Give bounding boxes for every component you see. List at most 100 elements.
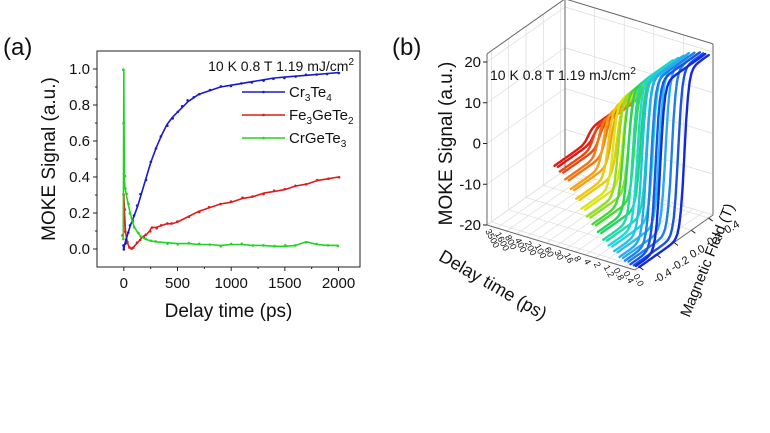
- floor-gridline: [506, 175, 585, 232]
- data-point-CrGeTe3: [121, 68, 125, 72]
- data-point-Fe3GeTe2: [241, 196, 244, 200]
- delay-tick-label: 1.2: [602, 263, 617, 279]
- delay-tick-label: 4: [582, 257, 593, 266]
- data-point-Cr3Te4: [272, 77, 275, 81]
- data-point-Cr3Te4: [262, 79, 265, 82]
- data-point-CrGeTe3: [149, 239, 153, 243]
- data-point-Cr3Te4: [315, 73, 318, 76]
- data-point-CrGeTe3: [166, 242, 169, 245]
- data-point-CrGeTe3: [273, 244, 276, 248]
- data-point-Cr3Te4: [250, 81, 254, 84]
- data-point-CrGeTe3: [144, 237, 147, 241]
- data-point-Fe3GeTe2: [251, 195, 254, 198]
- data-point-Cr3Te4: [139, 192, 142, 196]
- conditions-annotation: 10 K 0.8 T 1.19 mJ/cm2: [208, 57, 354, 74]
- y-tick-label: 0.6: [69, 133, 90, 150]
- data-point-Fe3GeTe2: [207, 205, 211, 209]
- data-point-Cr3Te4: [240, 82, 243, 85]
- y-tick-label: 0.0: [69, 241, 90, 258]
- loop-branch-down: [607, 56, 680, 247]
- y-tick-label: 0.8: [69, 97, 90, 114]
- data-point-Fe3GeTe2: [315, 178, 319, 182]
- data-point-CrGeTe3: [137, 231, 140, 235]
- z-tick-label: -10: [459, 176, 481, 193]
- data-point-CrGeTe3: [304, 240, 308, 244]
- panel-b-label: (b): [392, 34, 422, 61]
- loop-branch-down: [623, 51, 696, 262]
- hysteresis-loop: [634, 52, 710, 269]
- z-tick-label: 20: [464, 54, 481, 71]
- loop-branch-down: [629, 51, 701, 266]
- data-point-Fe3GeTe2: [327, 177, 330, 181]
- data-point-Cr3Te4: [304, 73, 308, 77]
- data-point-Cr3Te4: [186, 99, 189, 102]
- data-point-Fe3GeTe2: [135, 241, 139, 245]
- data-point-Fe3GeTe2: [148, 230, 152, 233]
- data-point-Cr3Te4: [135, 204, 139, 207]
- z-tick-label: -20: [459, 217, 481, 234]
- data-point-Cr3Te4: [122, 248, 126, 251]
- legend-label-Fe3GeTe2: Fe3GeTe2: [289, 107, 354, 127]
- data-point-CrGeTe3: [326, 243, 330, 247]
- data-point-CrGeTe3: [240, 242, 244, 246]
- data-point-CrGeTe3: [121, 237, 125, 241]
- data-point-Cr3Te4: [124, 238, 128, 241]
- delay-tick-label: 16: [562, 251, 576, 265]
- data-point-Fe3GeTe2: [262, 192, 265, 196]
- delay-tick-label: 60: [542, 245, 556, 259]
- data-point-Cr3Te4: [325, 72, 329, 76]
- z-axis-label: MOKE Signal (a.u.): [436, 62, 457, 226]
- data-point-Cr3Te4: [144, 178, 148, 182]
- data-point-CrGeTe3: [131, 220, 135, 224]
- x-tick-label: 1500: [268, 275, 301, 292]
- data-point-Cr3Te4: [166, 124, 169, 127]
- series-line-Cr3Te4: [122, 71, 339, 250]
- x-axis-label: Delay time (ps): [165, 301, 293, 322]
- data-point-Cr3Te4: [192, 95, 196, 99]
- data-point-Cr3Te4: [128, 224, 132, 227]
- x-tick-label: 1000: [214, 275, 247, 292]
- data-point-Fe3GeTe2: [138, 238, 142, 242]
- data-point-CrGeTe3: [124, 187, 127, 190]
- data-point-Cr3Te4: [176, 110, 180, 114]
- conditions-annotation-b: 10 K 0.8 T 1.19 mJ/cm2: [490, 66, 636, 83]
- data-point-CrGeTe3: [154, 240, 157, 243]
- data-point-Fe3GeTe2: [283, 187, 287, 191]
- data-point-CrGeTe3: [128, 212, 132, 215]
- data-point-CrGeTe3: [283, 244, 287, 247]
- data-point-Cr3Te4: [180, 104, 184, 108]
- data-point-Fe3GeTe2: [123, 230, 127, 233]
- data-point-Cr3Te4: [283, 76, 286, 80]
- data-point-CrGeTe3: [293, 244, 297, 247]
- data-point-Fe3GeTe2: [176, 220, 179, 223]
- field-tick: [673, 242, 679, 246]
- delay-axis-label: Delay time (ps): [436, 246, 551, 324]
- data-point-Fe3GeTe2: [229, 200, 233, 203]
- data-point-CrGeTe3: [262, 244, 265, 247]
- side-wall-gridline: [564, 88, 714, 134]
- box-edge: [567, 0, 714, 45]
- floor-gridline: [491, 221, 640, 268]
- y-tick-label: 0.4: [69, 169, 90, 186]
- data-point-Fe3GeTe2: [132, 246, 135, 249]
- data-point-CrGeTe3: [229, 242, 233, 246]
- loop-branch-down: [618, 51, 691, 259]
- data-point-CrGeTe3: [187, 241, 191, 245]
- delay-tick-label: 3500: [483, 227, 501, 249]
- data-point-CrGeTe3: [208, 243, 212, 246]
- data-point-Fe3GeTe2: [187, 215, 191, 219]
- box-edge: [486, 0, 565, 55]
- data-point-Cr3Te4: [124, 242, 127, 245]
- loop-branch-up: [638, 53, 710, 269]
- data-point-CrGeTe3: [127, 202, 130, 206]
- x-tick-label: 500: [165, 275, 190, 292]
- loop-branch-down: [634, 52, 707, 268]
- data-point-CrGeTe3: [336, 244, 340, 248]
- chart-a: 0 500 1000 1500 2000 0.0 0.2 0.4 0.6 0.8 1.0 Delay …: [39, 50, 361, 322]
- data-point-CrGeTe3: [122, 122, 125, 125]
- data-point-Fe3GeTe2: [272, 189, 276, 193]
- data-point-Cr3Te4: [198, 92, 201, 96]
- data-point-CrGeTe3: [176, 243, 180, 246]
- y-axis-label: MOKE Signal (a.u.): [39, 77, 60, 241]
